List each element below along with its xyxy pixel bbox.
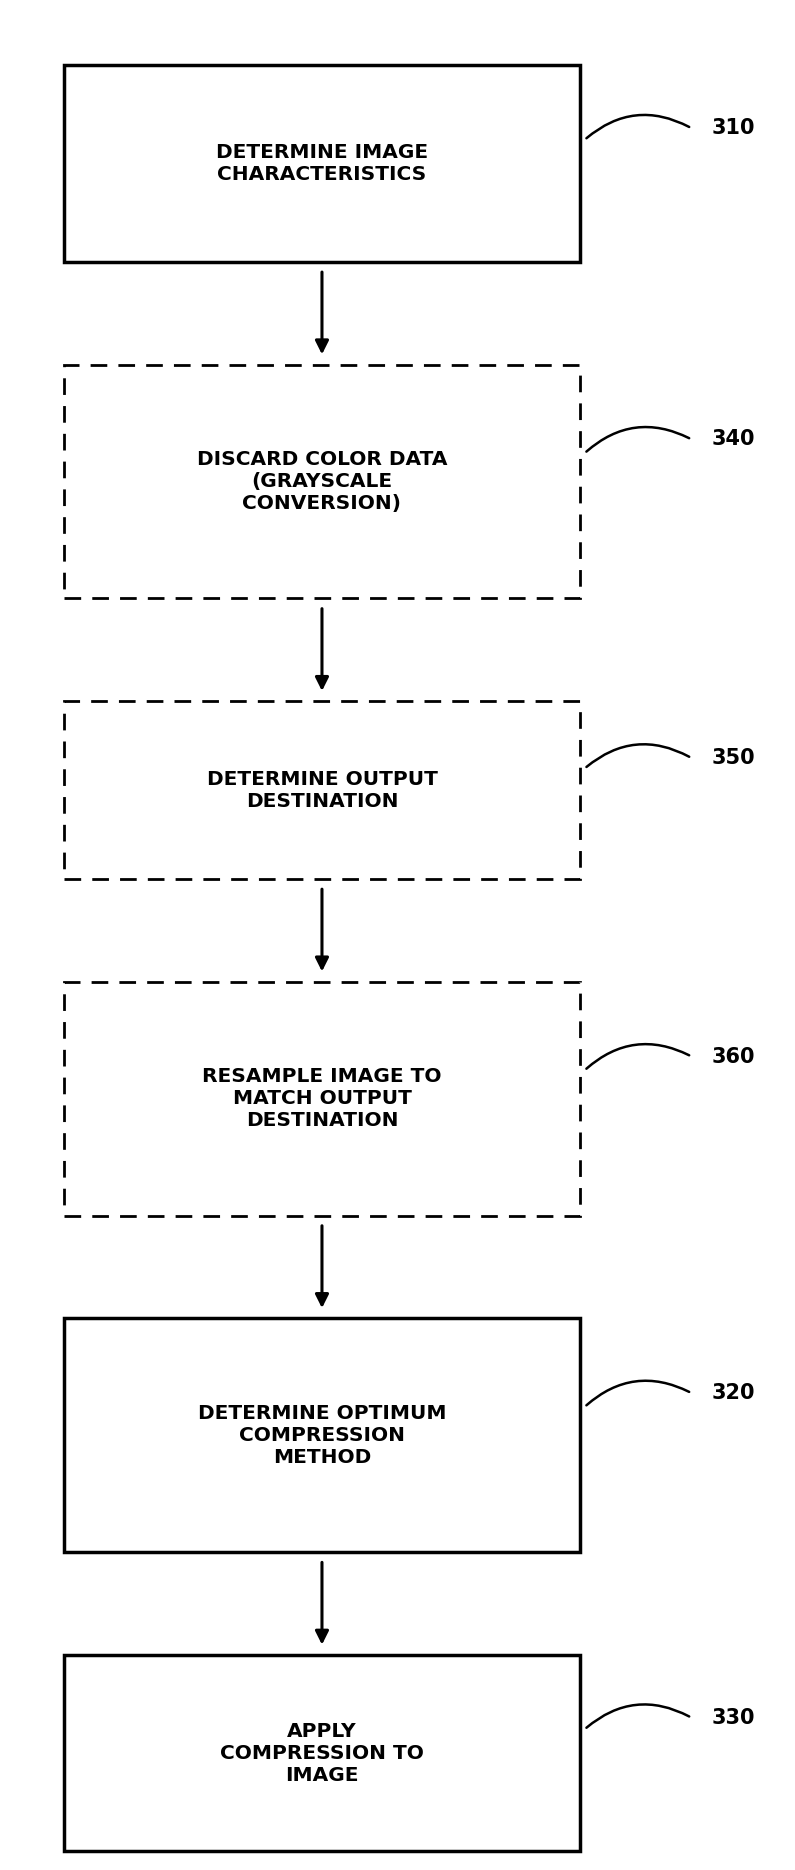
- Text: APPLY
COMPRESSION TO
IMAGE: APPLY COMPRESSION TO IMAGE: [220, 1722, 424, 1784]
- Bar: [64, 1318, 580, 1552]
- Bar: [64, 365, 580, 598]
- Text: 310: 310: [712, 118, 755, 138]
- Text: DISCARD COLOR DATA
(GRAYSCALE
CONVERSION): DISCARD COLOR DATA (GRAYSCALE CONVERSION…: [196, 451, 448, 512]
- Text: DETERMINE OUTPUT
DESTINATION: DETERMINE OUTPUT DESTINATION: [207, 770, 437, 810]
- Text: DETERMINE IMAGE
CHARACTERISTICS: DETERMINE IMAGE CHARACTERISTICS: [216, 144, 428, 183]
- Text: 330: 330: [712, 1707, 755, 1728]
- Bar: [64, 65, 580, 262]
- Bar: [64, 701, 580, 879]
- Text: 360: 360: [712, 1047, 755, 1066]
- Text: 340: 340: [712, 430, 755, 449]
- Text: RESAMPLE IMAGE TO
MATCH OUTPUT
DESTINATION: RESAMPLE IMAGE TO MATCH OUTPUT DESTINATI…: [202, 1068, 442, 1129]
- Bar: [64, 1655, 580, 1851]
- Text: 350: 350: [712, 748, 755, 769]
- Bar: [64, 982, 580, 1216]
- Text: DETERMINE OPTIMUM
COMPRESSION
METHOD: DETERMINE OPTIMUM COMPRESSION METHOD: [198, 1404, 446, 1466]
- Text: 320: 320: [712, 1384, 755, 1402]
